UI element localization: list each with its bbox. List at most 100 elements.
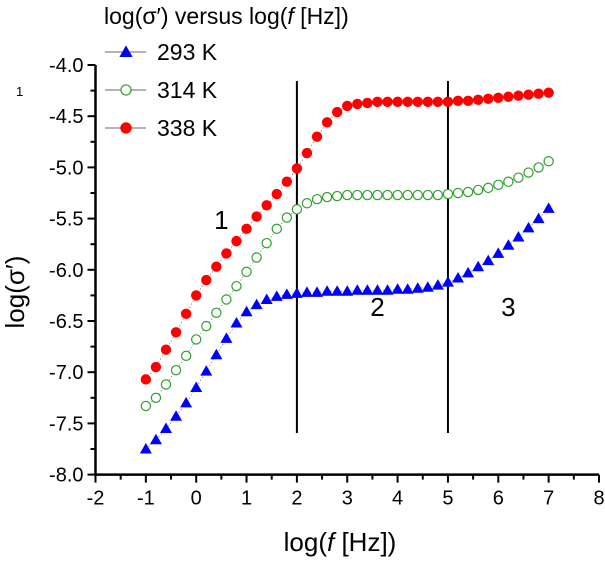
data-point bbox=[231, 235, 242, 247]
x-tick-label: 4 bbox=[392, 488, 403, 510]
legend-marker bbox=[120, 122, 132, 134]
data-point bbox=[493, 179, 504, 191]
series-group bbox=[139, 87, 555, 454]
data-point bbox=[472, 94, 484, 106]
data-point bbox=[493, 92, 504, 103]
data-point bbox=[372, 96, 383, 108]
data-point bbox=[170, 327, 182, 338]
region-label: 3 bbox=[501, 292, 515, 322]
data-point bbox=[331, 190, 343, 202]
x-tick-label: -1 bbox=[137, 488, 155, 510]
x-axis-label: log(f [Hz]) bbox=[284, 527, 397, 557]
legend: 293 K 314 K 338 K bbox=[105, 39, 218, 141]
data-point bbox=[331, 106, 343, 118]
data-point bbox=[201, 320, 212, 332]
data-point bbox=[139, 443, 152, 454]
data-point bbox=[211, 307, 222, 319]
data-point bbox=[441, 276, 454, 287]
data-point bbox=[462, 266, 475, 278]
data-point bbox=[180, 308, 192, 320]
x-axis-label-suffix: [Hz]) bbox=[334, 527, 396, 557]
data-point bbox=[402, 189, 413, 201]
y-tick-label: -6.0 bbox=[49, 260, 83, 282]
data-point bbox=[290, 287, 303, 298]
data-point bbox=[483, 182, 494, 194]
data-point bbox=[190, 334, 202, 345]
data-point bbox=[280, 288, 293, 299]
data-point bbox=[191, 290, 202, 301]
data-point bbox=[251, 252, 262, 263]
legend-item: 338 K bbox=[105, 115, 218, 141]
data-point bbox=[342, 189, 353, 201]
y-tick-label: -6.5 bbox=[49, 311, 83, 333]
data-point bbox=[170, 410, 183, 421]
data-point bbox=[542, 202, 555, 213]
data-point bbox=[321, 191, 333, 203]
data-point bbox=[331, 285, 344, 296]
data-point bbox=[261, 237, 272, 249]
data-point bbox=[250, 298, 263, 310]
x-tick-label: 7 bbox=[543, 488, 554, 510]
data-point bbox=[291, 163, 303, 174]
data-point bbox=[230, 317, 243, 328]
y-tick-label: -4.0 bbox=[49, 55, 83, 77]
data-point bbox=[422, 189, 434, 201]
data-point bbox=[150, 392, 162, 403]
x-tick-label: 8 bbox=[593, 488, 604, 510]
x-axis-label-italic: f bbox=[327, 527, 337, 557]
y-axis-label: log(σ′) bbox=[0, 256, 30, 329]
x-tick-label: 5 bbox=[442, 488, 453, 510]
x-tick-label: -2 bbox=[87, 488, 105, 510]
chart-title: log(σ′) versus log(f [Hz]) bbox=[104, 3, 349, 29]
data-point bbox=[391, 283, 404, 294]
data-point bbox=[301, 198, 313, 209]
region-divider-lines bbox=[295, 81, 449, 433]
data-point bbox=[472, 184, 484, 196]
data-point bbox=[362, 97, 373, 109]
data-point bbox=[251, 211, 262, 222]
legend-item: 293 K bbox=[105, 39, 218, 65]
data-point bbox=[149, 433, 162, 445]
data-point bbox=[402, 96, 413, 108]
data-point bbox=[503, 91, 514, 102]
x-tick-label: 0 bbox=[191, 488, 202, 510]
y-tick-label: -8.0 bbox=[49, 465, 83, 487]
data-point bbox=[220, 332, 233, 343]
data-point bbox=[301, 147, 313, 159]
data-point bbox=[180, 396, 193, 408]
data-point bbox=[271, 223, 282, 235]
data-point bbox=[432, 96, 444, 108]
data-point bbox=[270, 290, 283, 301]
data-point bbox=[442, 188, 454, 200]
data-point bbox=[200, 365, 213, 376]
region-label: 1 bbox=[214, 205, 228, 235]
data-point bbox=[462, 95, 474, 107]
data-point bbox=[352, 189, 363, 201]
data-point bbox=[240, 305, 253, 317]
data-point bbox=[351, 284, 364, 295]
x-tick-label: 2 bbox=[291, 488, 302, 510]
data-point bbox=[452, 271, 465, 283]
data-point bbox=[160, 344, 172, 355]
corner-label: 1 bbox=[16, 84, 23, 99]
data-point bbox=[442, 96, 454, 108]
data-point bbox=[211, 261, 222, 272]
data-point bbox=[452, 187, 464, 199]
data-point bbox=[341, 285, 354, 296]
data-point bbox=[543, 87, 554, 98]
x-tick-label: 3 bbox=[342, 488, 353, 510]
legend-label: 314 K bbox=[157, 77, 218, 103]
series-314-k bbox=[140, 156, 554, 412]
data-point bbox=[190, 381, 203, 393]
data-point bbox=[160, 379, 172, 390]
data-point bbox=[502, 239, 515, 250]
data-point bbox=[271, 188, 282, 200]
data-point bbox=[523, 89, 534, 100]
data-point bbox=[281, 212, 293, 223]
data-point bbox=[382, 96, 393, 108]
data-point bbox=[522, 221, 535, 233]
chart-title-suffix: [Hz]) bbox=[294, 3, 349, 29]
data-point bbox=[159, 422, 172, 434]
data-point bbox=[483, 93, 494, 104]
data-point bbox=[512, 231, 525, 242]
